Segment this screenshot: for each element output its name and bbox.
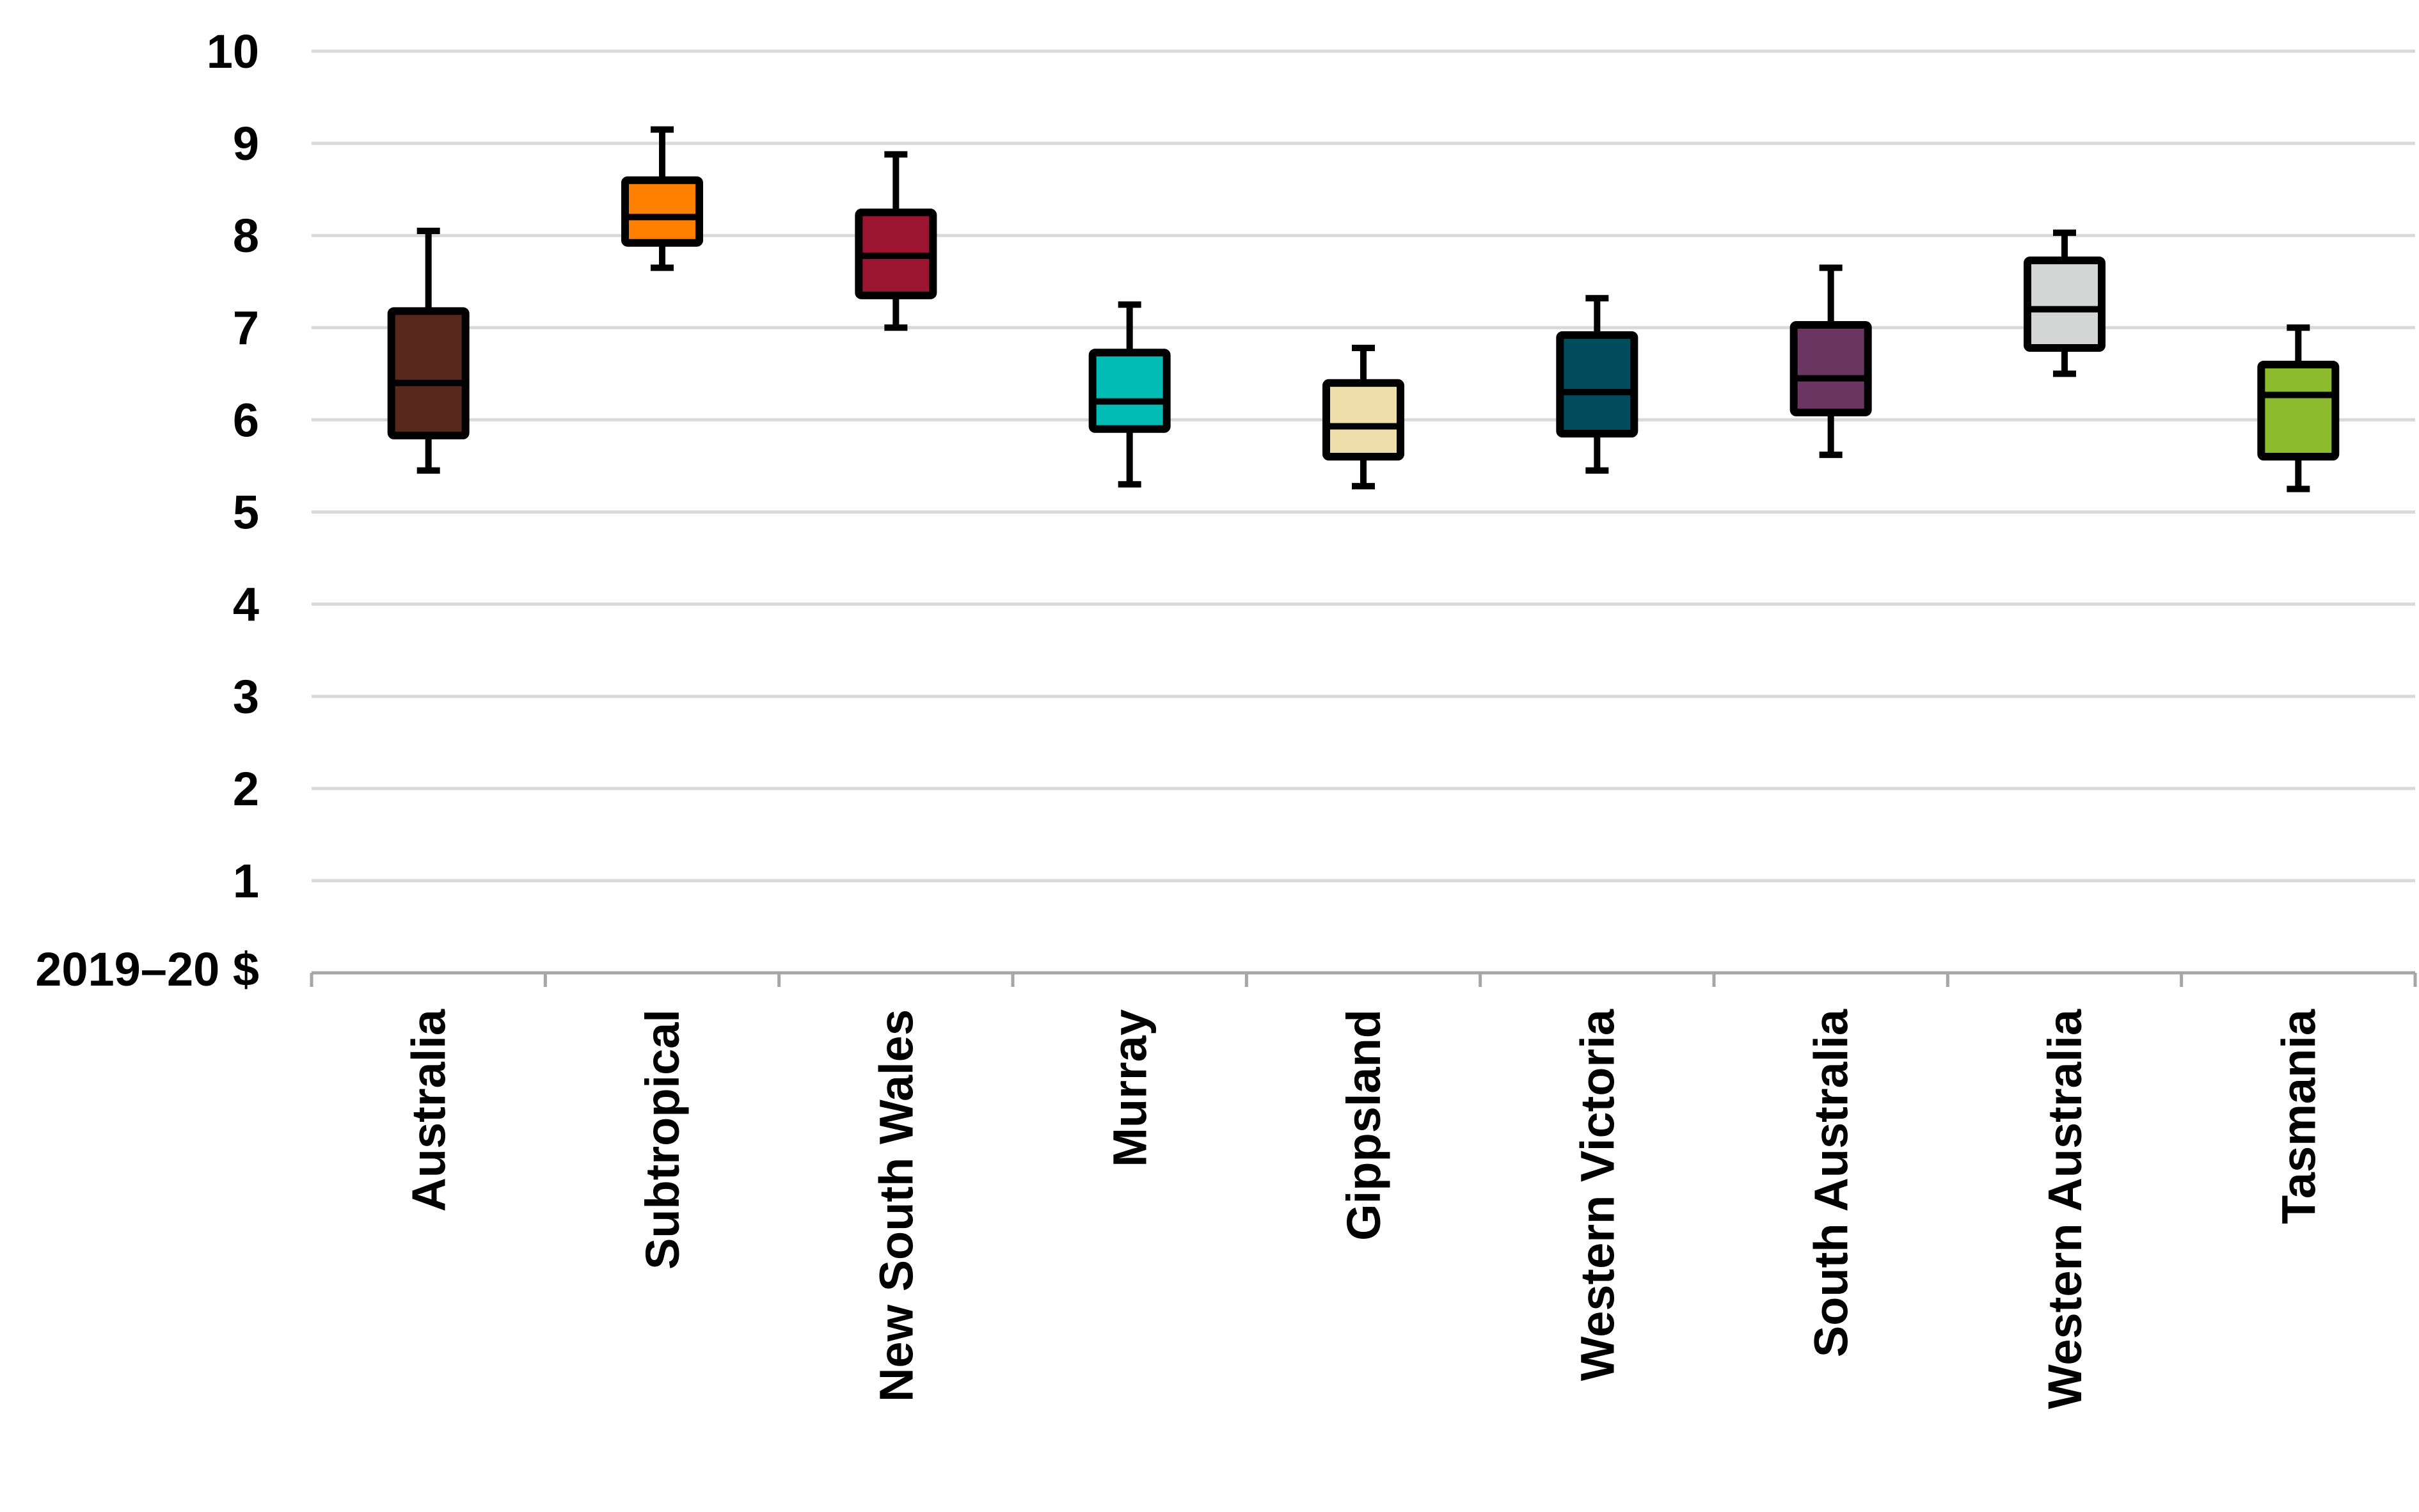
y-tick-label: 6 (233, 393, 259, 446)
y-tick-label: 1 (233, 854, 259, 908)
x-tick-label: Tasmania (2272, 1009, 2325, 1224)
y-tick-label: 4 (233, 578, 259, 631)
box-iqr (2024, 256, 2106, 352)
box-new-south-wales (855, 151, 937, 331)
x-tick-label: Western Australia (2038, 1009, 2091, 1409)
box-iqr (1088, 349, 1171, 433)
box-iqr (621, 176, 703, 247)
box-western-victoria (1556, 295, 1638, 474)
y-tick-label: 3 (233, 670, 259, 723)
y-tick-label: 5 (233, 486, 259, 539)
box-subtropical (621, 126, 703, 271)
y-tick-label: 10 (207, 25, 259, 78)
x-tick-label: Subtropical (636, 1009, 689, 1270)
x-tick-label: South Australia (1805, 1009, 1858, 1357)
x-axis (310, 971, 2417, 987)
box-iqr (387, 307, 470, 439)
y-tick-label: 9 (233, 117, 259, 170)
y-tick-label: 2 (233, 762, 259, 815)
x-axis-tick-labels: Australia Subtropical New South Wales Murra… (402, 1009, 2326, 1409)
box-gippsland (1322, 345, 1404, 490)
y-axis-label: 2019–20 $ (35, 943, 259, 996)
x-tick-label: Gippsland (1337, 1009, 1390, 1241)
x-tick-label: Western Victoria (1571, 1009, 1624, 1381)
y-tick-label: 7 (233, 301, 259, 354)
box-western-australia (2024, 229, 2106, 377)
box-iqr (1322, 379, 1404, 461)
y-axis-tick-labels: 1 2 3 4 5 6 7 8 9 10 (207, 25, 259, 908)
x-tick-label: Murray (1104, 1009, 1157, 1167)
box-iqr (1556, 331, 1638, 438)
box-australia (387, 227, 470, 474)
box-iqr (1789, 320, 1872, 416)
box-south-australia (1789, 264, 1872, 459)
box-iqr (2257, 360, 2340, 461)
boxes (387, 126, 2340, 492)
x-tick-label: Australia (402, 1009, 456, 1212)
box-tasmania (2257, 324, 2340, 492)
y-tick-label: 8 (233, 209, 259, 262)
box-murray (1088, 301, 1171, 488)
x-tick-label: New South Wales (869, 1009, 923, 1402)
